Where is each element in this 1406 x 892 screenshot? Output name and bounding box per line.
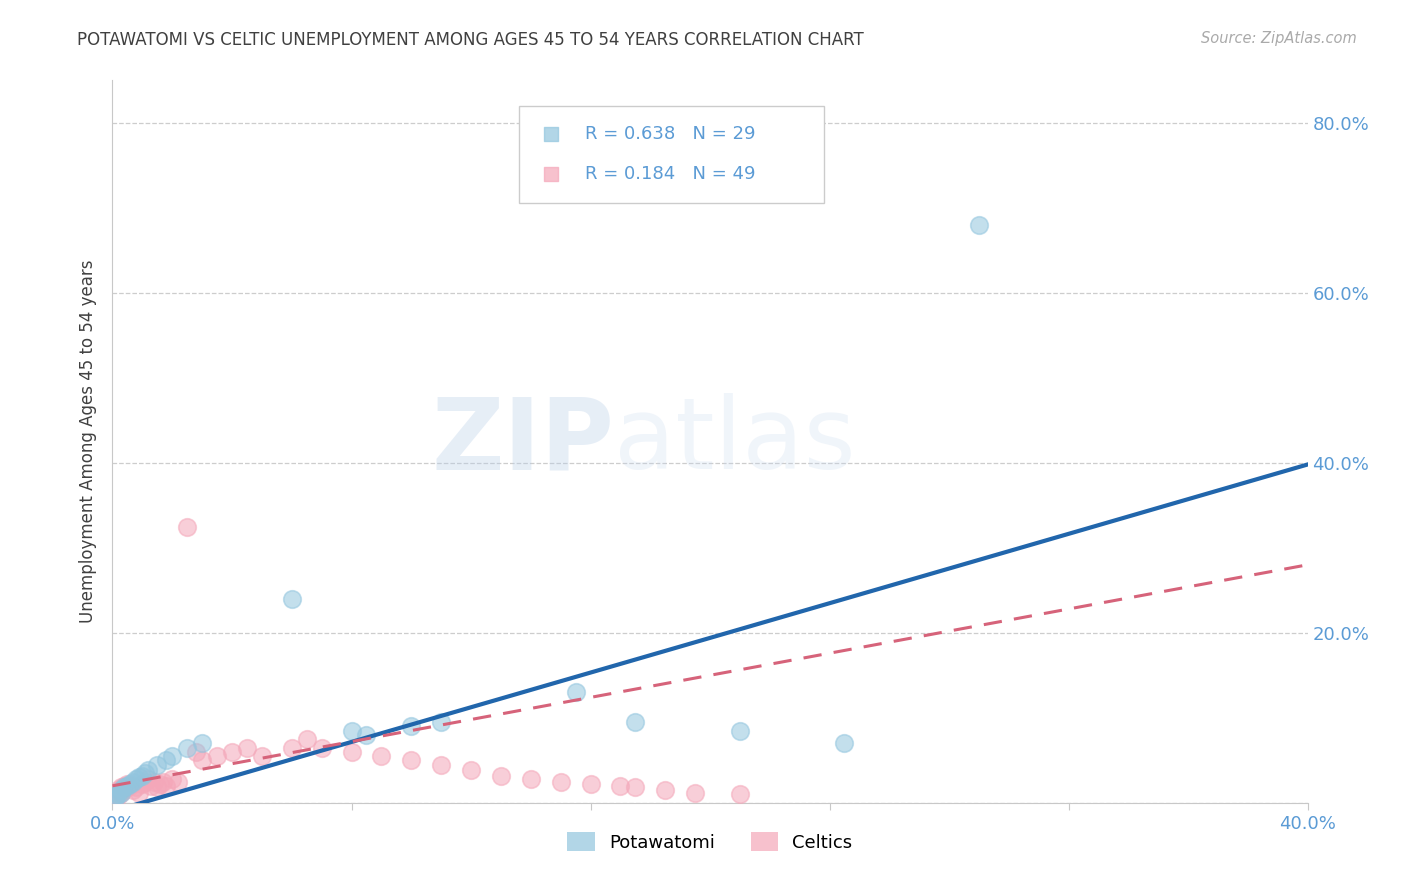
Point: [117, 780, 139, 795]
Point: [107, 783, 129, 797]
Point: [152, 774, 174, 789]
Point: [624, 780, 647, 795]
Point: [138, 772, 160, 786]
Point: [728, 787, 751, 801]
Point: [138, 764, 160, 778]
Point: [176, 740, 198, 755]
Point: [728, 723, 751, 738]
Text: ZIP: ZIP: [432, 393, 614, 490]
Point: [340, 723, 363, 738]
Point: [114, 780, 135, 795]
Point: [146, 757, 169, 772]
Point: [401, 719, 423, 733]
Point: [125, 772, 148, 786]
Text: POTAWATOMI VS CELTIC UNEMPLOYMENT AMONG AGES 45 TO 54 YEARS CORRELATION CHART: POTAWATOMI VS CELTIC UNEMPLOYMENT AMONG …: [77, 31, 865, 49]
Point: [1198, 56, 1220, 70]
Legend: Potawatomi, Celtics: Potawatomi, Celtics: [560, 825, 860, 859]
Point: [122, 774, 145, 789]
Point: [155, 753, 177, 767]
Point: [430, 714, 453, 729]
Point: [205, 749, 228, 764]
Point: [356, 728, 378, 742]
Point: [489, 769, 512, 783]
Point: [110, 783, 132, 797]
Point: [401, 753, 423, 767]
Point: [1198, 10, 1220, 24]
Point: [114, 783, 135, 797]
Point: [191, 736, 214, 750]
Point: [579, 777, 602, 791]
Point: [149, 777, 172, 791]
Point: [191, 753, 214, 767]
Point: [609, 779, 631, 793]
Point: [155, 779, 177, 793]
Point: [104, 791, 127, 805]
Point: [110, 780, 132, 795]
Point: [250, 749, 273, 764]
Point: [128, 786, 150, 800]
Point: [564, 685, 586, 699]
Point: [134, 766, 156, 780]
Point: [104, 789, 127, 803]
Text: Source: ZipAtlas.com: Source: ZipAtlas.com: [1201, 31, 1357, 46]
Point: [146, 780, 169, 795]
Point: [311, 740, 333, 755]
Point: [117, 779, 139, 793]
Point: [131, 777, 153, 791]
Point: [120, 777, 142, 791]
Point: [107, 787, 129, 801]
Text: R = 0.184   N = 49: R = 0.184 N = 49: [585, 165, 755, 183]
Text: R = 0.638   N = 29: R = 0.638 N = 29: [585, 126, 755, 144]
Point: [624, 714, 647, 729]
Point: [104, 791, 127, 805]
Point: [221, 745, 243, 759]
Point: [340, 745, 363, 759]
Point: [110, 786, 132, 800]
Point: [122, 783, 145, 797]
FancyBboxPatch shape: [519, 105, 824, 203]
Y-axis label: Unemployment Among Ages 45 to 54 years: Unemployment Among Ages 45 to 54 years: [79, 260, 97, 624]
Point: [141, 779, 163, 793]
Point: [131, 769, 153, 783]
Point: [683, 786, 706, 800]
Text: atlas: atlas: [614, 393, 856, 490]
Point: [162, 749, 183, 764]
Point: [654, 783, 676, 797]
Point: [110, 786, 132, 800]
Point: [295, 732, 318, 747]
Point: [114, 779, 135, 793]
Point: [134, 774, 156, 789]
Point: [967, 218, 990, 232]
Point: [370, 749, 392, 764]
Point: [520, 772, 543, 786]
Point: [167, 774, 190, 789]
Point: [120, 779, 142, 793]
Point: [834, 736, 856, 750]
Point: [107, 789, 129, 803]
Point: [186, 745, 208, 759]
Point: [460, 764, 482, 778]
Point: [176, 519, 198, 533]
Point: [104, 787, 127, 801]
Point: [281, 591, 304, 606]
Point: [128, 770, 150, 784]
Point: [281, 740, 304, 755]
Point: [430, 757, 453, 772]
Point: [550, 774, 572, 789]
Point: [143, 774, 166, 789]
Point: [117, 777, 139, 791]
Point: [236, 740, 259, 755]
Point: [162, 772, 183, 786]
Point: [125, 780, 148, 795]
